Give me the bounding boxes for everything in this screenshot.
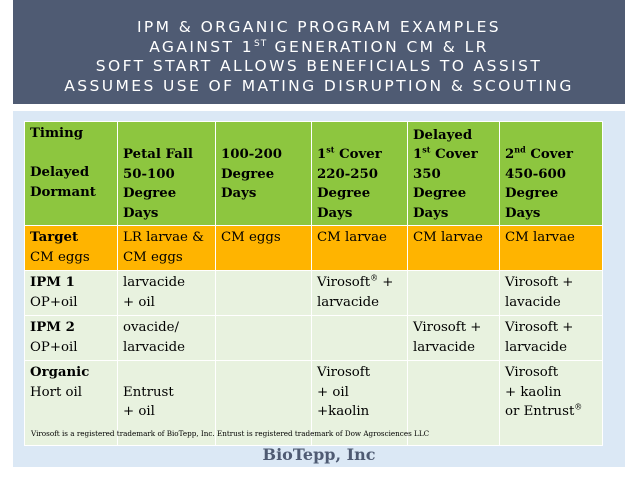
ipm2-cell-delayed-1st-cover: Virosoft + larvacide (407, 315, 500, 361)
header-cell-100-200: 100-200 Degree Days (215, 121, 312, 226)
company-name: BioTepp, Inc (262, 445, 376, 464)
trademark-footnote: Virosoft is a registered trademark of Bi… (31, 429, 430, 438)
title-line-3: SOFT START ALLOWS BENEFICIALS TO ASSIST (95, 57, 543, 75)
ipm1-cell-petal-fall: larvacide + oil (117, 270, 216, 316)
target-label-cell: Target CM eggs (24, 225, 118, 271)
table-header-row: Timing Delayed Dormant Petal Fall 50-100… (24, 121, 603, 226)
ipm1-label-cell: IPM 1 OP+oil (24, 270, 118, 316)
organic-cell-2nd-cover: Virosoft + kaolin or Entrust® (499, 360, 603, 446)
table-row-ipm1: IPM 1 OP+oil larvacide + oil Virosoft® + la… (24, 270, 603, 316)
header-cell-1st-cover: 1st Cover 220-250 Degree Days (311, 121, 408, 226)
table-row-target: Target CM eggs LR larvae & CM eggs CM eggs… (24, 225, 603, 271)
ipm1-cell-delayed-1st-cover (407, 270, 500, 316)
organic-cell-100-200 (215, 360, 312, 446)
ipm2-cell-100-200 (215, 315, 312, 361)
organic-label-cell: Organic Hort oil (24, 360, 118, 446)
target-cell-100-200: CM eggs (215, 225, 312, 271)
table-row-organic: Organic Hort oil Entrust + oil Virosoft + o… (24, 360, 603, 446)
ipm2-cell-1st-cover (311, 315, 408, 361)
organic-cell-1st-cover: Virosoft + oil +kaolin (311, 360, 408, 446)
target-cell-2nd-cover: CM larvae (499, 225, 603, 271)
title-line-2: AGAINST 1ST GENERATION CM & LR (149, 37, 489, 56)
program-table: Timing Delayed Dormant Petal Fall 50-100… (24, 121, 603, 446)
ipm2-cell-2nd-cover: Virosoft + larvacide (499, 315, 603, 361)
organic-cell-petal-fall: Entrust + oil (117, 360, 216, 446)
target-cell-delayed-1st-cover: CM larvae (407, 225, 500, 271)
title-line-4: ASSUMES USE OF MATING DISRUPTION & SCOUT… (64, 76, 574, 95)
title-line-1: IPM & ORGANIC PROGRAM EXAMPLES (136, 18, 502, 36)
ipm2-cell-petal-fall: ovacide/larvacide (117, 315, 216, 361)
ipm2-label-cell: IPM 2 OP+oil (24, 315, 118, 361)
header-cell-timing: Timing Delayed Dormant (24, 121, 118, 226)
header-cell-petal-fall: Petal Fall 50-100 Degree Days (117, 121, 216, 226)
slide-title-banner: IPM & ORGANIC PROGRAM EXAMPLES AGAINST 1… (13, 0, 625, 104)
table-row-ipm2: IPM 2 OP+oil ovacide/larvacide Virosoft +… (24, 315, 603, 361)
target-cell-1st-cover: CM larvae (311, 225, 408, 271)
header-cell-2nd-cover: 2nd Cover 450-600 Degree Days (499, 121, 603, 226)
ipm1-cell-1st-cover: Virosoft® + larvacide (311, 270, 408, 316)
header-cell-delayed-1st-cover: Delayed 1st Cover 350 Degree Days (407, 121, 500, 226)
ipm1-cell-2nd-cover: Virosoft + lavacide (499, 270, 603, 316)
target-cell-petal-fall: LR larvae & CM eggs (117, 225, 216, 271)
ipm1-cell-100-200 (215, 270, 312, 316)
organic-cell-delayed-1st-cover (407, 360, 500, 446)
